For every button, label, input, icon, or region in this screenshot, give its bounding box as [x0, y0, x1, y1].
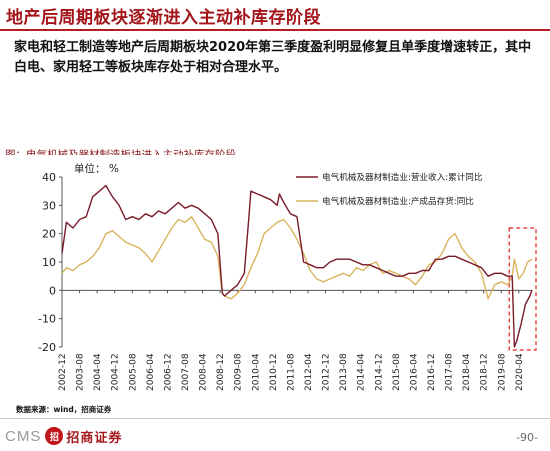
- footer-divider: [0, 418, 550, 419]
- x-tick-label: 2014-12: [374, 353, 384, 391]
- x-tick-label: 2013-08: [339, 353, 349, 391]
- x-tick-label: 2017-08: [445, 353, 455, 391]
- x-tick-label: 2007-08: [181, 353, 191, 391]
- title-divider: [0, 29, 550, 31]
- x-tick-label: 2006-04: [146, 353, 156, 391]
- slide-title: 地产后周期板块逐渐进入主动补库存阶段: [6, 8, 321, 28]
- x-tick-label: 2015-08: [392, 353, 402, 391]
- company-logo: CMS 招 招商证券: [5, 426, 122, 446]
- y-tick-label: 10: [42, 256, 56, 269]
- x-tick-label: 2016-12: [427, 353, 437, 391]
- x-tick-label: 2012-04: [304, 353, 314, 391]
- x-tick-label: 2003-08: [76, 353, 86, 391]
- x-tick-label: 2020-04: [515, 353, 525, 391]
- series-line-0: [61, 184, 533, 348]
- series-line-1: [61, 216, 533, 300]
- line-chart: 单位： % -20 -10 0 10 20 30 40 2002-12 2003-08 2004-…: [0, 155, 550, 403]
- legend-label: 电气机械及器材制造业:产成品存货:同比: [322, 195, 474, 207]
- highlight-box: [508, 227, 537, 351]
- x-tick-label: 2004-12: [111, 353, 121, 391]
- x-tick-label: 2018-04: [462, 353, 472, 391]
- x-tick-label: 2018-12: [480, 353, 490, 391]
- x-tick-label: 2004-04: [93, 353, 103, 391]
- x-tick-label: 2010-12: [269, 353, 279, 391]
- x-tick-label: 2011-08: [286, 353, 296, 391]
- x-tick-label: 2008-04: [199, 353, 209, 391]
- y-tick-label: -10: [38, 313, 56, 326]
- x-tick-label: 2002-12: [58, 353, 68, 391]
- logo-text: CMS: [5, 427, 42, 445]
- x-tick-label: 2014-04: [357, 353, 367, 391]
- x-tick-label: 2008-12: [216, 353, 226, 391]
- y-tick-label: 20: [42, 228, 56, 241]
- y-tick-label: -20: [38, 341, 56, 354]
- x-tick-label: 2010-04: [251, 353, 261, 391]
- unit-label: 单位： %: [74, 162, 119, 175]
- legend-label: 电气机械及器材制造业:营业收入:累计同比: [322, 171, 483, 183]
- x-tick-label: 2006-12: [163, 353, 173, 391]
- x-tick-label: 2009-08: [234, 353, 244, 391]
- y-tick-label: 30: [42, 199, 56, 212]
- logo-company-name: 招商证券: [66, 430, 123, 446]
- x-tick-label: 2019-08: [497, 353, 507, 391]
- page-number: -90-: [516, 431, 538, 444]
- x-tick-label: 2012-12: [322, 353, 332, 391]
- y-tick-label: 40: [42, 171, 56, 184]
- slide-body-text: 家电和轻工制造等地产后周期板块2020年第三季度盈利明显修复且单季度增速转正，其…: [14, 40, 532, 75]
- x-tick-label: 2016-04: [409, 353, 419, 391]
- y-tick-label: 0: [49, 284, 56, 297]
- logo-badge-icon: 招: [45, 427, 64, 445]
- x-tick-label: 2005-08: [128, 353, 138, 391]
- source-note: 数据来源：wind，招商证券: [16, 405, 112, 414]
